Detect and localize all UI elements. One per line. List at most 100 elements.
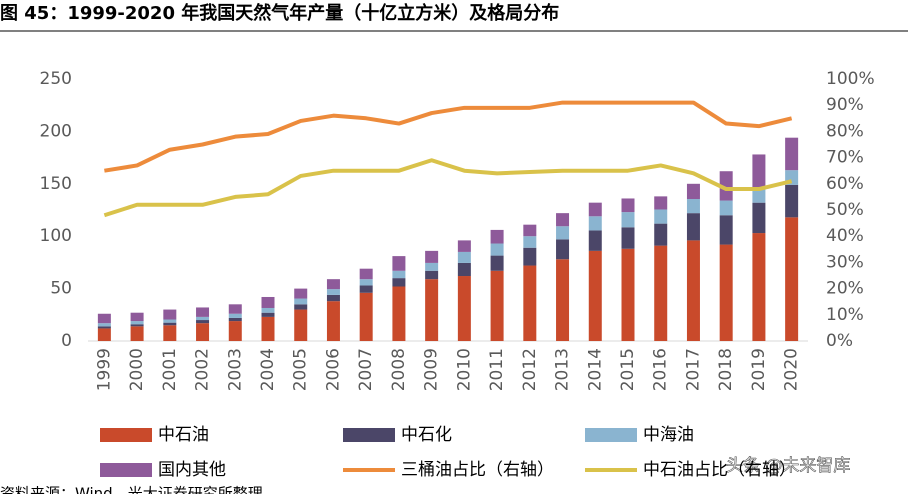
- bar-segment: [621, 248, 635, 341]
- bar-segment: [130, 326, 144, 341]
- y2-tick-label: 40%: [826, 226, 864, 246]
- bar-segment: [719, 244, 733, 341]
- bar-segment: [294, 288, 308, 299]
- bar-segment: [326, 289, 340, 295]
- x-tick-label: 2012: [520, 348, 540, 391]
- bar-segment: [457, 251, 471, 263]
- bar-segment: [719, 215, 733, 245]
- bar-segment: [425, 270, 439, 280]
- x-tick-label: 2011: [487, 348, 507, 391]
- legend-label: 中石油: [158, 425, 209, 445]
- y2-tick-label: 50%: [826, 200, 864, 220]
- bar-segment: [392, 256, 406, 271]
- bar-segment: [97, 313, 111, 324]
- bar-segment: [196, 320, 210, 324]
- legend-label: 中海油: [643, 425, 694, 445]
- x-tick-label: 2018: [716, 348, 736, 391]
- bar-segment: [654, 196, 668, 210]
- bar-segment: [621, 198, 635, 213]
- bar-segment: [785, 137, 799, 171]
- bar-segment: [457, 262, 471, 277]
- line-series: [104, 100, 793, 173]
- bar-segment: [785, 184, 799, 218]
- bar-segment: [752, 202, 766, 234]
- bar-segment: [686, 183, 700, 199]
- bar-segment: [425, 279, 439, 341]
- y-tick-label: 100: [40, 226, 72, 246]
- legend-swatch: [343, 428, 395, 442]
- bar-segment: [261, 312, 275, 317]
- bar-segment: [97, 328, 111, 341]
- bar-segment: [196, 323, 210, 341]
- y2-tick-label: 60%: [826, 174, 864, 194]
- legend-swatch: [100, 463, 152, 477]
- bar-segment: [228, 313, 242, 318]
- x-tick-label: 2000: [127, 348, 147, 391]
- x-tick-label: 1999: [94, 348, 114, 391]
- bar-segment: [97, 326, 111, 329]
- bar-segment: [686, 198, 700, 214]
- legend-label: 中石油占比（右轴）: [643, 460, 796, 480]
- bar-segment: [686, 213, 700, 241]
- x-tick-label: 2013: [553, 348, 573, 391]
- bar-segment: [196, 307, 210, 317]
- bar-segment: [359, 268, 373, 280]
- legend-label: 国内其他: [158, 460, 226, 480]
- bar-segment: [294, 309, 308, 341]
- x-tick-label: 2014: [585, 348, 605, 391]
- x-tick-label: 2003: [225, 348, 245, 391]
- bar-segment: [392, 286, 406, 341]
- y-tick-label: 250: [40, 69, 72, 89]
- bar-segment: [326, 279, 340, 290]
- y2-tick-label: 80%: [826, 121, 864, 141]
- bar-segment: [392, 278, 406, 287]
- bar-segment: [359, 285, 373, 293]
- bar-segment: [130, 324, 144, 327]
- x-tick-label: 2016: [651, 348, 671, 391]
- bar-segment: [359, 279, 373, 286]
- bar-segment: [654, 223, 668, 246]
- bar-segment: [621, 212, 635, 228]
- legend-label: 中石化: [401, 425, 452, 445]
- x-tick-label: 2010: [454, 348, 474, 391]
- bar-segment: [556, 239, 570, 260]
- bar-segment: [457, 276, 471, 341]
- bar-segment: [490, 255, 504, 271]
- bar-segment: [752, 233, 766, 341]
- bar-segment: [719, 200, 733, 216]
- bar-segment: [556, 226, 570, 240]
- bar-segment: [523, 236, 537, 248]
- bar-segment: [294, 298, 308, 305]
- legend-swatch: [100, 428, 152, 442]
- y2-tick-label: 0%: [826, 331, 853, 351]
- bar-segment: [163, 319, 177, 323]
- x-tick-label: 2004: [258, 348, 278, 391]
- bar-segment: [130, 321, 144, 325]
- bar-segment: [294, 304, 308, 310]
- bar-segment: [457, 240, 471, 252]
- x-tick-label: 2020: [782, 348, 802, 391]
- bar-segment: [621, 227, 635, 249]
- x-tick-label: 2007: [356, 348, 376, 391]
- x-tick-label: 2015: [618, 348, 638, 391]
- bar-segment: [228, 304, 242, 314]
- chart-title: 图 45：1999-2020 年我国天然气年产量（十亿立方米）及格局分布: [0, 2, 559, 24]
- x-tick-label: 2006: [323, 348, 343, 391]
- bar-segment: [556, 213, 570, 227]
- x-tick-label: 2009: [422, 348, 442, 391]
- x-tick-label: 2019: [749, 348, 769, 391]
- x-tick-label: 2017: [683, 348, 703, 391]
- bar-segment: [654, 209, 668, 224]
- source-note: 资料来源：Wind，光大证券研究所整理: [0, 485, 263, 494]
- y2-tick-label: 70%: [826, 148, 864, 168]
- y2-tick-label: 10%: [826, 305, 864, 325]
- y-tick-label: 50: [50, 279, 72, 299]
- y2-tick-label: 20%: [826, 279, 864, 299]
- bar-segment: [719, 171, 733, 201]
- bar-segment: [523, 265, 537, 341]
- bar-segment: [523, 224, 537, 237]
- x-tick-label: 2002: [193, 348, 213, 391]
- bar-segment: [163, 325, 177, 341]
- watermark: 头条 @未来智库: [726, 456, 850, 476]
- bar-segment: [588, 250, 602, 341]
